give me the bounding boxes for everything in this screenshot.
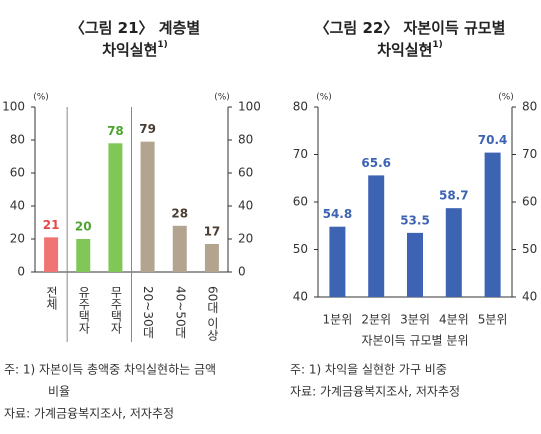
bar	[140, 141, 155, 272]
value-label: 78	[107, 124, 124, 138]
y-tick-label: 0	[17, 265, 25, 279]
value-label: 65.6	[361, 156, 391, 170]
x-tick-label: 4분위	[439, 313, 469, 327]
x-tick-label: 무주택자	[109, 286, 123, 334]
y2-tick-label: 60	[522, 195, 537, 209]
bar	[484, 152, 501, 297]
x-axis-label: 자본이득 규모별 분위	[362, 334, 469, 348]
y-tick-label: 50	[293, 242, 308, 256]
y2-tick-label: 70	[522, 147, 537, 161]
y2-tick-label: 40	[522, 290, 537, 304]
x-tick-label: 3분위	[400, 313, 430, 327]
title-line: 〈그림 22〉 자본이득 규모별	[315, 19, 506, 37]
x-tick-label: 2분위	[361, 313, 391, 327]
value-label: 79	[139, 122, 156, 136]
bar	[445, 208, 462, 297]
title-superscript: 1)	[432, 40, 442, 50]
bar	[108, 143, 123, 272]
note: 비율	[48, 385, 70, 399]
x-tick-label: 1분위	[323, 313, 353, 327]
bar	[329, 226, 346, 297]
chart-title: 차익실현1)	[377, 40, 443, 59]
note: 자료: 가계금융복지조사, 저자추정	[4, 407, 174, 421]
value-label: 58.7	[439, 189, 469, 203]
y2-tick-label: 60	[238, 166, 253, 180]
chart-title: 〈그림 21〉 계층별	[70, 19, 200, 37]
y-unit: (%)	[316, 93, 332, 103]
note: 자료: 가계금융복지조사, 저자추정	[290, 385, 460, 399]
value-label: 28	[171, 206, 188, 220]
bar	[407, 232, 423, 297]
x-tick-label: 전체	[45, 286, 59, 310]
x-tick-label: 40~50대	[173, 286, 187, 339]
note: 주: 1) 자본이득 총액중 차익실현하는 금액	[4, 363, 216, 377]
chart-title: 〈그림 22〉 자본이득 규모별	[315, 19, 506, 37]
y2-tick-label: 100	[238, 100, 261, 114]
title-line: 차익실현	[102, 41, 157, 59]
y2-unit: (%)	[214, 93, 230, 103]
y-tick-label: 40	[293, 290, 308, 304]
y-tick-label: 60	[10, 166, 25, 180]
title-line: 〈그림 21〉 계층별	[70, 19, 200, 37]
y-tick-label: 40	[10, 199, 25, 213]
value-label: 21	[43, 218, 60, 232]
x-tick-label: 5분위	[478, 313, 508, 327]
value-label: 54.8	[323, 207, 353, 221]
bar	[172, 225, 187, 272]
y-tick-label: 80	[293, 100, 308, 114]
bar	[204, 243, 219, 272]
y-tick-label: 100	[2, 100, 25, 114]
y2-tick-label: 80	[238, 133, 253, 147]
bar	[44, 237, 59, 272]
y-tick-label: 70	[293, 147, 308, 161]
y2-tick-label: 0	[238, 265, 246, 279]
y-tick-label: 20	[10, 232, 25, 246]
y2-tick-label: 80	[522, 100, 537, 114]
bar	[368, 175, 385, 297]
y2-tick-label: 50	[522, 242, 537, 256]
value-label: 53.5	[400, 213, 430, 227]
title-superscript: 1)	[157, 40, 167, 50]
bar	[76, 239, 91, 272]
x-tick-label: 60대 이상	[205, 286, 219, 341]
note: 주: 1) 차익을 실현한 가구 비중	[290, 363, 447, 377]
y2-tick-label: 40	[238, 199, 253, 213]
x-tick-label: 유주택자	[77, 286, 91, 334]
y2-tick-label: 20	[238, 232, 253, 246]
chart-title: 차익실현1)	[102, 40, 168, 59]
y-tick-label: 80	[10, 133, 25, 147]
value-label: 17	[204, 224, 221, 238]
title-line: 차익실현	[377, 41, 432, 59]
y-tick-label: 60	[293, 195, 308, 209]
x-tick-label: 20~30대	[141, 286, 155, 339]
value-label: 20	[75, 220, 92, 234]
value-label: 70.4	[478, 133, 508, 147]
y2-unit: (%)	[498, 93, 514, 103]
y-unit: (%)	[33, 93, 49, 103]
